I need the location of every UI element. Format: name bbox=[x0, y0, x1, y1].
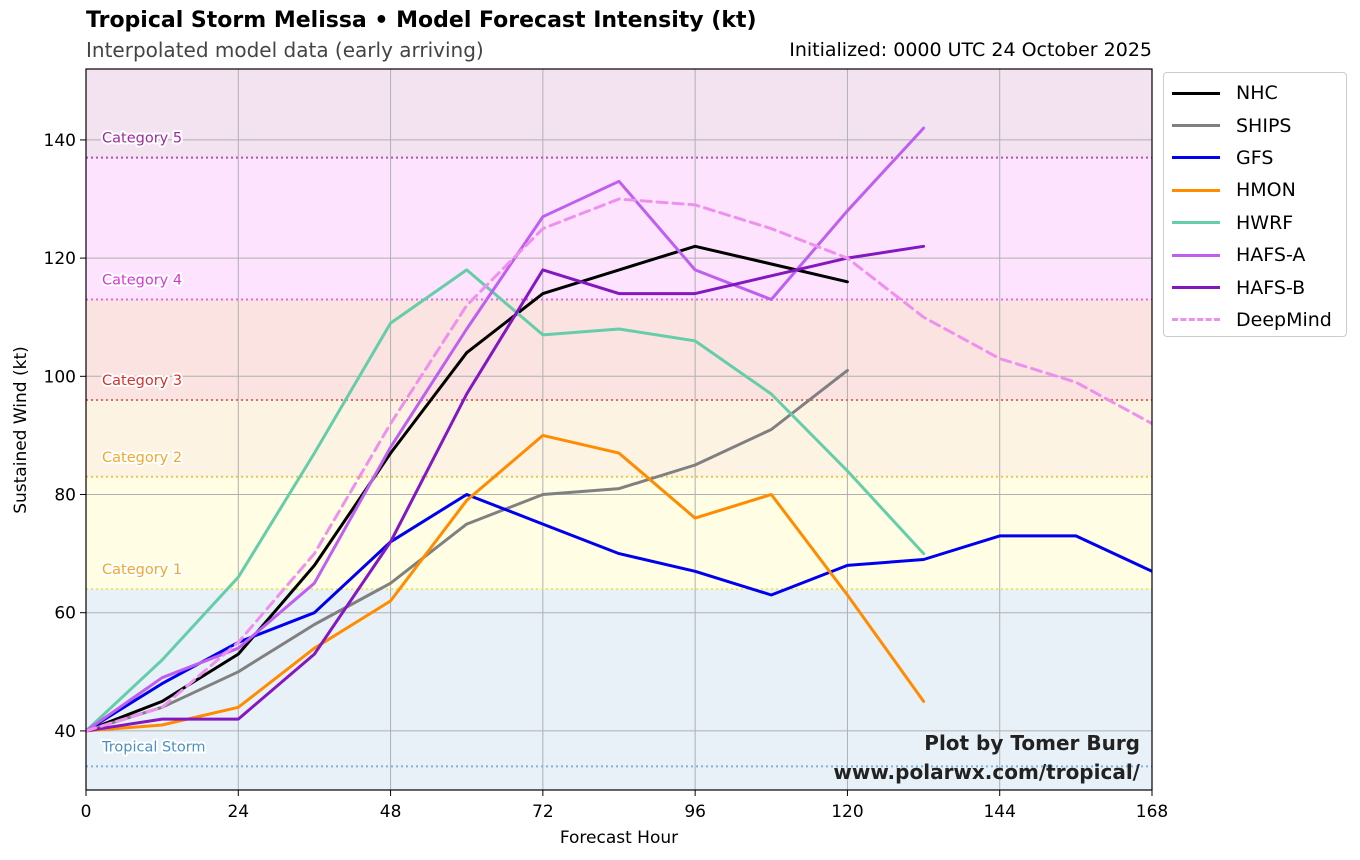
y-tick-label: 140 bbox=[44, 131, 76, 151]
y-tick-label: 60 bbox=[54, 604, 76, 624]
series-line-deepmind bbox=[86, 197, 1152, 733]
category-label: Tropical Storm bbox=[101, 739, 206, 755]
series-line-hwrf bbox=[86, 268, 926, 733]
category-label: Category 1 bbox=[102, 562, 182, 578]
band-category-3 bbox=[86, 299, 1152, 400]
category-label: Category 5 bbox=[102, 131, 182, 147]
y-tick-label: 80 bbox=[54, 486, 76, 506]
band-category-2 bbox=[86, 399, 1152, 477]
series-line-hmon bbox=[86, 433, 926, 733]
legend-label: GFS bbox=[1236, 146, 1274, 169]
y-tick-label: 120 bbox=[44, 249, 76, 269]
y-tick-label: 40 bbox=[54, 722, 76, 742]
legend-label: NHC bbox=[1236, 82, 1278, 105]
legend-item-ships: SHIPS bbox=[1172, 109, 1338, 141]
x-tick-label: 120 bbox=[831, 802, 863, 822]
plot-frame bbox=[85, 68, 1153, 791]
x-tick-label: 0 bbox=[81, 802, 92, 822]
y-tick-label: 100 bbox=[44, 367, 76, 387]
legend-label: HMON bbox=[1236, 179, 1296, 202]
series-line-nhc bbox=[86, 244, 849, 733]
category-label: Category 3 bbox=[102, 373, 182, 389]
x-axis-label: Forecast Hour bbox=[560, 828, 678, 848]
legend: NHC SHIPS GFS HMON HWRF HAFS-A HAFS-B DeepMind bbox=[1163, 72, 1347, 337]
legend-item-gfs: GFS bbox=[1172, 142, 1338, 174]
series-line-ships bbox=[86, 368, 849, 733]
legend-swatch bbox=[1172, 286, 1220, 290]
legend-item-hmon: HMON bbox=[1172, 174, 1338, 206]
band-category-1 bbox=[86, 476, 1152, 590]
legend-item-deepmind: DeepMind bbox=[1172, 304, 1338, 336]
legend-swatch bbox=[1172, 188, 1220, 192]
credit-url: www.polarwx.com/tropical/ bbox=[833, 760, 1140, 784]
x-tick-label: 48 bbox=[380, 802, 402, 822]
legend-item-hwrf: HWRF bbox=[1172, 207, 1338, 239]
series-line-hafs-b bbox=[86, 244, 926, 733]
x-tick-label: 144 bbox=[983, 802, 1015, 822]
x-tick-label: 72 bbox=[532, 802, 554, 822]
legend-swatch bbox=[1172, 156, 1220, 160]
initialized-time: Initialized: 0000 UTC 24 October 2025 bbox=[789, 39, 1152, 61]
x-tick-label: 24 bbox=[227, 802, 249, 822]
legend-item-hafs-a: HAFS-A bbox=[1172, 239, 1338, 271]
band-category-4 bbox=[86, 157, 1152, 300]
category-label: Category 2 bbox=[102, 450, 182, 466]
band-category-5 bbox=[86, 69, 1152, 158]
legend-label: HWRF bbox=[1236, 211, 1294, 234]
legend-item-hafs-b: HAFS-B bbox=[1172, 271, 1338, 303]
chart-title: Tropical Storm Melissa • Model Forecast … bbox=[86, 8, 757, 33]
category-label: Category 4 bbox=[102, 272, 182, 288]
y-axis-label: Sustained Wind (kt) bbox=[11, 346, 31, 514]
credit-author: Plot by Tomer Burg bbox=[924, 731, 1140, 755]
legend-item-nhc: NHC bbox=[1172, 77, 1338, 109]
legend-swatch bbox=[1172, 253, 1220, 257]
legend-label: SHIPS bbox=[1236, 114, 1292, 137]
legend-label: DeepMind bbox=[1236, 308, 1332, 331]
legend-swatch bbox=[1172, 91, 1220, 95]
chart-subtitle: Interpolated model data (early arriving) bbox=[86, 38, 484, 62]
x-tick-label: 96 bbox=[684, 802, 706, 822]
legend-label: HAFS-A bbox=[1236, 244, 1306, 267]
legend-swatch bbox=[1172, 318, 1220, 322]
x-tick-label: 168 bbox=[1136, 802, 1168, 822]
legend-swatch bbox=[1172, 124, 1220, 128]
legend-swatch bbox=[1172, 221, 1220, 225]
series-line-gfs bbox=[86, 493, 1152, 733]
legend-label: HAFS-B bbox=[1236, 276, 1306, 299]
